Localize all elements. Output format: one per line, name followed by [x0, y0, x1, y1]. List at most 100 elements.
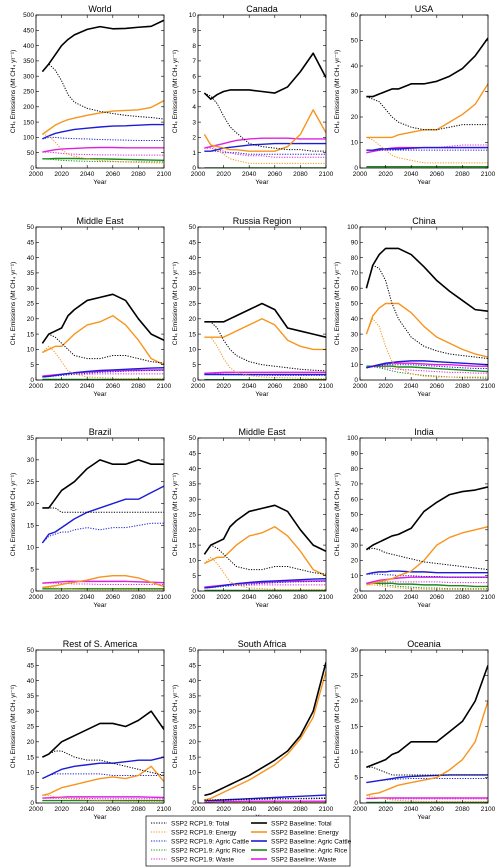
series-base-total — [42, 459, 164, 509]
y-tick-label: 45 — [189, 240, 197, 247]
x-axis-label: Year — [93, 602, 107, 609]
y-tick-label: 10 — [27, 544, 35, 551]
y-tick-label: 20 — [189, 527, 197, 534]
plot-frame — [35, 226, 165, 381]
plot-frame — [359, 14, 489, 169]
y-axis-label: CH₄ Emissions (Mt CH₄ yr⁻¹) — [10, 50, 17, 133]
y-axis-label: CH₄ Emissions (Mt CH₄ yr⁻¹) — [172, 473, 179, 556]
x-tick-label: 2060 — [430, 594, 445, 601]
panel-title: India — [414, 427, 434, 437]
panel-8: India 0 10 20 30 40 50 60 70 80 90 100 2000 2020 2040 2… — [334, 427, 496, 609]
y-tick-label: 0 — [30, 800, 34, 807]
y-tick-label: 15 — [27, 754, 35, 761]
y-tick-label: 10 — [189, 12, 197, 19]
y-tick-label: 90 — [351, 240, 359, 247]
series-base-cattle — [366, 146, 488, 151]
x-tick-label: 2100 — [481, 383, 496, 390]
x-tick-label: 2000 — [191, 383, 206, 390]
legend-label: SSP2 RCP1.9: Agric Cattle — [171, 838, 249, 845]
x-tick-label: 2100 — [319, 594, 334, 601]
x-tick-label: 2020 — [54, 171, 69, 178]
y-tick-label: 70 — [351, 270, 359, 277]
x-tick-label: 2040 — [404, 806, 419, 813]
y-tick-label: 25 — [189, 301, 197, 308]
x-tick-label: 2040 — [242, 806, 257, 813]
panel-4: Russia Region 0 5 10 15 20 25 30 35 40 45 50 2000 202… — [172, 216, 334, 398]
series-rcp-total — [365, 264, 488, 360]
x-tick-label: 2020 — [378, 806, 393, 813]
series-base-cattle — [42, 123, 164, 140]
y-tick-label: 30 — [27, 285, 35, 292]
series-rcp-cattle — [42, 369, 164, 378]
series-group — [41, 293, 164, 380]
y-tick-label: 20 — [189, 316, 197, 323]
panel-title: Oceania — [407, 639, 441, 649]
y-tick-label: 30 — [189, 496, 197, 503]
y-tick-label: 20 — [27, 501, 35, 508]
series-rcp-total — [204, 797, 326, 801]
series-rcp-total — [204, 321, 326, 372]
series-base-rice — [366, 365, 488, 373]
panel-title: Rest of S. America — [63, 639, 138, 649]
legend-label: SSP2 Baseline: Total — [271, 820, 332, 827]
x-axis-label: Year — [93, 391, 107, 398]
series-base-energy — [366, 526, 488, 586]
x-tick-label: 2100 — [481, 171, 496, 178]
x-tick-label: 2060 — [268, 806, 283, 813]
x-tick-label: 2060 — [430, 171, 445, 178]
y-tick-label: 45 — [27, 663, 35, 670]
x-tick-label: 2020 — [378, 383, 393, 390]
y-tick-label: 4 — [192, 104, 196, 111]
series-rcp-energy — [42, 133, 164, 164]
panel-title: Middle East — [76, 216, 124, 226]
y-tick-label: 45 — [27, 240, 35, 247]
series-base-cattle — [42, 756, 164, 780]
x-tick-label: 2100 — [319, 383, 334, 390]
x-tick-label: 2080 — [293, 383, 308, 390]
y-tick-label: 50 — [27, 647, 35, 654]
legend-label: SSP2 RCP1.9: Agric Rice — [171, 847, 245, 854]
y-axis-label: CH₄ Emissions (Mt CH₄ yr⁻¹) — [10, 473, 17, 556]
y-tick-label: 0 — [192, 377, 196, 384]
panel-title: USA — [415, 4, 434, 14]
y-tick-label: 40 — [189, 255, 197, 262]
panel-7: Middle East 0 5 10 15 20 25 30 35 40 45 50 2000 2020 2… — [172, 427, 334, 609]
y-tick-label: 8 — [192, 43, 196, 50]
x-tick-label: 2000 — [353, 806, 368, 813]
x-tick-label: 2100 — [319, 806, 334, 813]
y-axis-label: CH₄ Emissions (Mt CH₄ yr⁻¹) — [172, 50, 179, 133]
x-tick-label: 2040 — [80, 806, 95, 813]
series-rcp-waste — [366, 797, 488, 800]
y-tick-label: 2 — [192, 135, 196, 142]
y-tick-label: 30 — [351, 331, 359, 338]
y-tick-label: 20 — [27, 316, 35, 323]
y-tick-label: 25 — [351, 673, 359, 680]
series-group — [365, 247, 488, 379]
legend-box — [145, 815, 351, 867]
y-tick-label: 10 — [27, 770, 35, 777]
x-tick-label: 2100 — [157, 171, 172, 178]
y-tick-label: 40 — [351, 63, 359, 70]
series-base-cattle — [204, 578, 326, 589]
y-tick-label: 0 — [354, 588, 358, 595]
series-rcp-waste — [366, 366, 488, 374]
y-tick-label: 30 — [27, 457, 35, 464]
y-tick-label: 10 — [189, 770, 197, 777]
y-tick-label: 0 — [192, 165, 196, 172]
x-tick-label: 2080 — [293, 171, 308, 178]
y-tick-label: 7 — [192, 58, 196, 65]
series-base-total — [203, 52, 326, 100]
x-tick-label: 2100 — [319, 171, 334, 178]
y-tick-label: 10 — [351, 362, 359, 369]
series-base-cattle — [366, 360, 488, 369]
y-axis-label: CH₄ Emissions (Mt CH₄ yr⁻¹) — [10, 262, 17, 345]
x-tick-label: 2020 — [216, 594, 231, 601]
y-tick-label: 200 — [23, 104, 34, 111]
series-rcp-total — [366, 766, 488, 776]
y-tick-label: 25 — [27, 479, 35, 486]
x-tick-label: 2040 — [80, 594, 95, 601]
x-tick-label: 2020 — [54, 806, 69, 813]
y-tick-label: 35 — [189, 270, 197, 277]
y-tick-label: 30 — [351, 647, 359, 654]
